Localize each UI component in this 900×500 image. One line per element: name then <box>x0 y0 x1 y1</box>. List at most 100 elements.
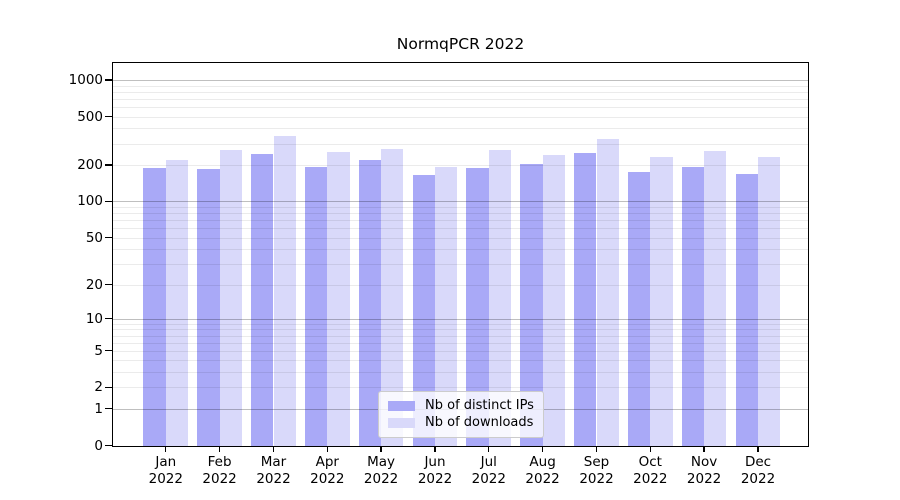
legend-swatch-downloads <box>388 417 415 428</box>
bar-downloads-oct <box>650 157 673 446</box>
x-label-month: May <box>367 454 396 470</box>
x-tick-dec <box>757 447 759 452</box>
x-tick-jul <box>488 447 490 452</box>
gridline-60 <box>113 228 808 229</box>
y-tick-5 <box>105 350 112 352</box>
x-label-month: Nov <box>690 454 718 470</box>
bar-downloads-may <box>381 149 404 446</box>
x-label-year: 2022 <box>633 470 668 487</box>
x-label-year: 2022 <box>310 470 345 487</box>
gridline-300 <box>113 143 808 145</box>
x-label-month: Dec <box>744 454 772 470</box>
gridline-70 <box>113 220 808 221</box>
y-tick-50 <box>105 236 112 239</box>
x-label-year: 2022 <box>579 470 614 487</box>
bar-distinct-ips-mar <box>251 154 274 446</box>
x-label-month: Apr <box>315 454 339 470</box>
y-tick-label-1: 1 <box>94 400 103 417</box>
legend-label-distinct-ips: Nb of distinct IPs <box>425 398 534 413</box>
bar-downloads-apr <box>327 152 350 446</box>
y-tick-100 <box>105 200 112 203</box>
gridline-80 <box>113 213 808 214</box>
bar-distinct-ips-nov <box>681 166 705 446</box>
gridline-400 <box>113 128 808 130</box>
x-tick-jan <box>165 447 167 452</box>
bar-downloads-dec <box>758 156 781 446</box>
bar-distinct-ips-aug <box>520 163 543 446</box>
x-label-year: 2022 <box>202 470 237 487</box>
gridline-1000 <box>113 80 808 81</box>
bar-downloads-sep <box>596 138 619 446</box>
gridline-6 <box>113 342 808 344</box>
y-tick-0 <box>105 444 112 447</box>
x-tick-oct <box>649 447 651 452</box>
bar-distinct-ips-apr <box>304 166 328 446</box>
legend-swatch-distinct-ips <box>388 400 415 411</box>
bar-distinct-ips-oct <box>627 172 651 446</box>
y-tick-label-100: 100 <box>77 193 103 210</box>
gridline-500 <box>113 116 808 118</box>
x-tick-nov <box>703 447 705 452</box>
bar-distinct-ips-may <box>358 160 382 446</box>
y-tick-label-20: 20 <box>85 276 103 293</box>
gridline-200 <box>113 165 808 166</box>
gridline-50 <box>113 237 808 239</box>
bar-distinct-ips-feb <box>197 169 220 446</box>
x-label-year: 2022 <box>417 470 453 487</box>
gridline-40 <box>113 249 808 251</box>
x-label-year: 2022 <box>686 470 722 487</box>
x-label-year: 2022 <box>148 470 183 487</box>
x-label-month: Jan <box>155 454 177 470</box>
x-tick-may <box>380 447 382 452</box>
x-tick-sep <box>595 447 598 452</box>
x-tick-feb <box>218 447 221 452</box>
legend-item-downloads: Nb of downloads <box>388 414 534 431</box>
y-tick-label-500: 500 <box>77 108 103 125</box>
y-tick-label-2: 2 <box>94 379 103 396</box>
gridline-600 <box>113 107 808 108</box>
gridline-4 <box>113 360 808 362</box>
x-tick-label-dec: Dec 2022 <box>726 454 790 487</box>
x-tick-label-may: May 2022 <box>349 454 413 487</box>
bar-distinct-ips-dec <box>735 174 758 446</box>
bar-downloads-jul <box>488 150 512 446</box>
legend-item-distinct-ips: Nb of distinct IPs <box>388 397 534 414</box>
bar-downloads-nov <box>704 150 727 446</box>
bar-downloads-feb <box>219 150 242 446</box>
x-label-year: 2022 <box>525 470 560 487</box>
gridline-7 <box>113 335 808 337</box>
gridline-9 <box>113 323 808 325</box>
x-tick-label-apr: Apr 2022 <box>295 454 359 487</box>
x-label-month: Feb <box>207 454 232 470</box>
y-tick-2 <box>105 386 112 389</box>
x-label-year: 2022 <box>740 470 776 487</box>
x-tick-label-aug: Aug 2022 <box>511 454 575 487</box>
x-label-month: Sep <box>583 454 610 470</box>
y-tick-label-1000: 1000 <box>68 72 103 88</box>
x-tick-label-sep: Sep 2022 <box>565 454 629 487</box>
y-tick-1000 <box>105 79 112 81</box>
gridline-900 <box>113 85 808 87</box>
x-label-month: Mar <box>260 454 287 470</box>
gridline-90 <box>113 206 808 208</box>
y-tick-20 <box>105 283 112 286</box>
gridline-5 <box>113 350 808 352</box>
x-label-year: 2022 <box>256 470 291 487</box>
x-label-month: Aug <box>529 454 556 470</box>
bar-distinct-ips-jan <box>143 168 166 446</box>
gridline-20 <box>113 284 808 286</box>
x-tick-label-nov: Nov 2022 <box>672 454 736 487</box>
x-tick-jun <box>434 447 436 452</box>
y-tick-500 <box>105 116 112 118</box>
gridline-100 <box>113 201 808 203</box>
gridline-2 <box>113 387 808 389</box>
x-label-year: 2022 <box>363 470 399 487</box>
legend: Nb of distinct IPs Nb of downloads <box>378 391 544 438</box>
y-tick-label-10: 10 <box>85 310 103 327</box>
gridline-8 <box>113 329 808 331</box>
plot-area <box>112 62 809 447</box>
x-tick-aug <box>541 447 544 452</box>
x-tick-apr <box>326 447 328 452</box>
y-tick-1 <box>105 408 112 410</box>
x-label-year: 2022 <box>471 470 506 487</box>
